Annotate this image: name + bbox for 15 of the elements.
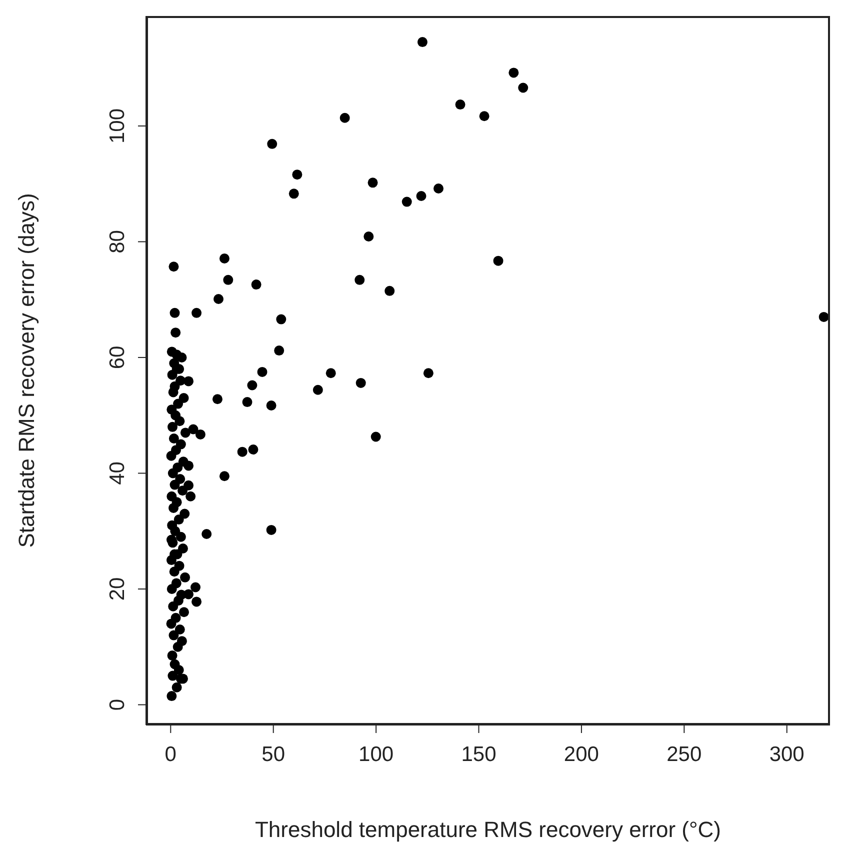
y-axis-title: Startdate RMS recovery error (days) xyxy=(14,193,39,548)
y-tick-label: 40 xyxy=(106,462,129,485)
y-tick-label: 100 xyxy=(106,108,129,144)
x-tick-label: 300 xyxy=(769,743,804,766)
x-tick-label: 100 xyxy=(358,743,394,766)
x-tick-label: 0 xyxy=(164,743,176,766)
y-tick-label: 60 xyxy=(106,346,129,370)
x-axis-title: Threshold temperature RMS recovery error (°C) xyxy=(254,817,722,842)
x-tick-label: 50 xyxy=(262,743,286,766)
x-tick-label: 250 xyxy=(666,743,702,766)
x-tick-label: 200 xyxy=(564,743,599,766)
x-tick-label: 150 xyxy=(461,743,496,766)
y-tick-label: 20 xyxy=(106,577,129,601)
y-tick-label: 80 xyxy=(106,230,129,254)
y-tick-label: 0 xyxy=(106,698,129,711)
